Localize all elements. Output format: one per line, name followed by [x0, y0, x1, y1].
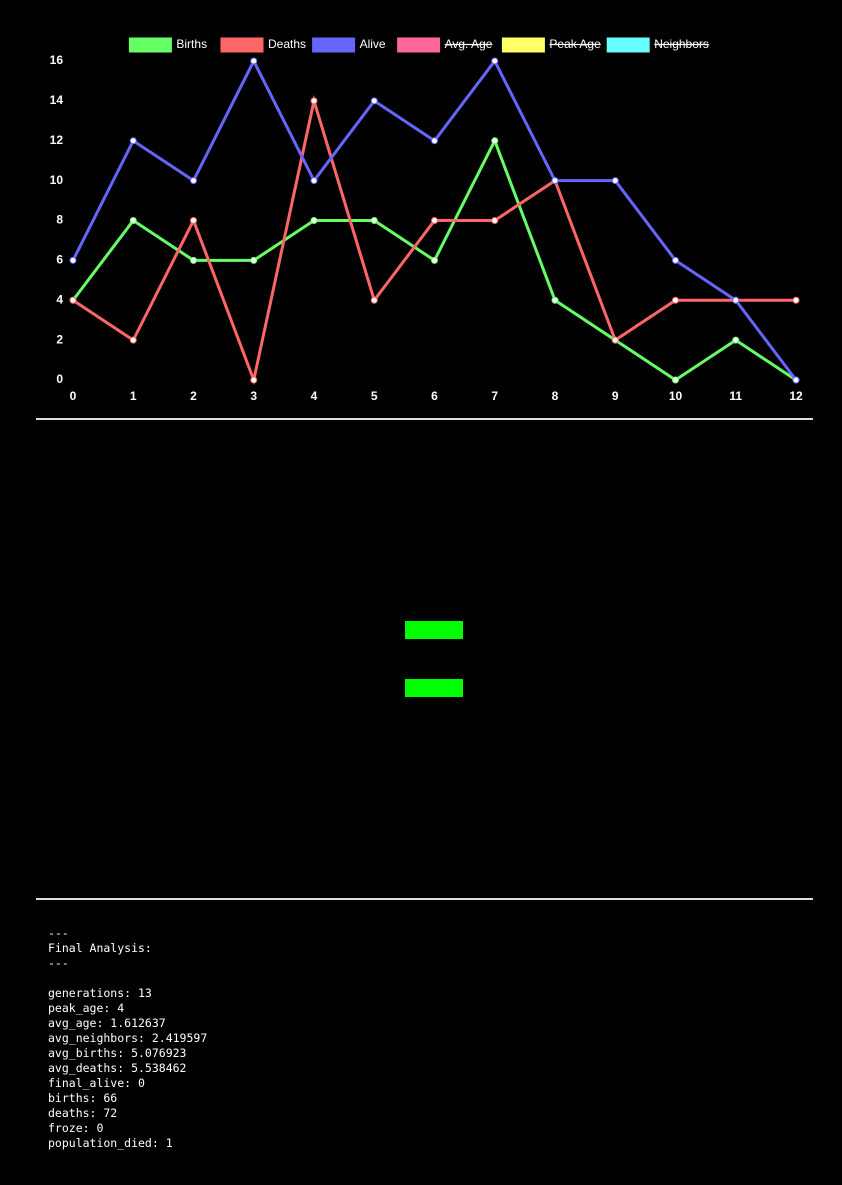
y-tick-label: 6 [56, 253, 63, 267]
legend-label: Deaths [268, 37, 306, 51]
data-point [250, 376, 258, 384]
analysis-line: generations: 13 [48, 986, 152, 1000]
data-point [792, 296, 800, 304]
y-tick-label: 2 [56, 332, 63, 346]
analysis-line: --- [48, 926, 69, 940]
data-point [431, 137, 438, 145]
x-tick-label: 8 [552, 389, 559, 403]
data-point [491, 57, 499, 65]
data-point [551, 177, 559, 185]
x-tick-label: 1 [130, 389, 137, 403]
data-point [250, 256, 258, 264]
data-point [672, 256, 679, 264]
legend-swatch [397, 37, 441, 53]
x-tick-label: 11 [729, 389, 742, 403]
analysis-line: deaths: 72 [48, 1106, 118, 1120]
x-tick-label: 2 [190, 389, 197, 403]
data-point [732, 336, 740, 344]
y-tick-label: 4 [56, 292, 63, 306]
data-point [792, 376, 800, 384]
y-tick-label: 14 [50, 93, 64, 107]
analysis-line: --- [48, 956, 69, 970]
y-tick-label: 8 [56, 213, 63, 227]
legend-label: Neighbors [654, 37, 709, 51]
legend-label: Births [176, 37, 207, 51]
data-point [551, 296, 559, 304]
data-point [190, 217, 197, 224]
data-point [310, 177, 318, 185]
data-point [491, 137, 499, 145]
live-cell [405, 621, 463, 639]
x-tick-label: 12 [789, 389, 803, 403]
y-tick-label: 0 [56, 372, 63, 386]
legend-label: Alive [360, 37, 386, 51]
data-point [190, 256, 197, 264]
x-tick-label: 5 [371, 389, 378, 403]
analysis-line: population_died: 1 [48, 1136, 173, 1150]
data-point [732, 296, 740, 304]
data-point [611, 177, 619, 185]
analysis-line: Final Analysis: [48, 941, 152, 955]
data-point [250, 57, 258, 65]
analysis-line: avg_neighbors: 2.419597 [48, 1031, 208, 1045]
x-tick-label: 4 [311, 389, 318, 403]
analysis-line: final_alive: 0 [48, 1076, 145, 1090]
analysis-line: avg_deaths: 5.538462 [48, 1061, 187, 1075]
legend-swatch [128, 37, 172, 53]
x-tick-label: 6 [431, 389, 438, 403]
legend-swatch [220, 37, 264, 53]
analysis-line: froze: 0 [48, 1121, 104, 1135]
analysis-line: avg_births: 5.076923 [48, 1046, 187, 1060]
data-point [431, 217, 438, 224]
data-point [310, 217, 318, 224]
separator [36, 898, 813, 900]
legend-swatch [312, 37, 356, 53]
x-tick-label: 10 [669, 389, 683, 403]
data-point [310, 97, 318, 105]
legend-swatch [606, 37, 650, 53]
live-cell [405, 679, 463, 697]
x-tick-label: 3 [250, 389, 257, 403]
x-tick-label: 7 [491, 389, 498, 403]
data-point [129, 217, 137, 224]
analysis-line: avg_age: 1.612637 [48, 1016, 166, 1030]
separator [36, 418, 813, 420]
data-point [370, 217, 378, 224]
data-point [370, 296, 378, 304]
data-point [370, 97, 378, 105]
x-tick-label: 0 [70, 389, 77, 403]
data-point [190, 177, 197, 185]
y-tick-label: 16 [50, 53, 64, 67]
data-point [672, 376, 679, 384]
data-point [129, 137, 137, 145]
data-point [611, 336, 619, 344]
data-point [69, 256, 77, 264]
y-tick-label: 10 [50, 173, 64, 187]
legend-label: Avg. Age [445, 37, 493, 51]
x-tick-label: 9 [612, 389, 619, 403]
data-point [129, 336, 137, 344]
legend-swatch [501, 37, 545, 53]
y-tick-label: 12 [50, 133, 64, 147]
data-point [491, 217, 499, 224]
analysis-line: peak_age: 4 [48, 1001, 125, 1015]
data-point [672, 296, 679, 304]
data-point [431, 256, 438, 264]
legend-label: Peak Age [549, 37, 601, 51]
analysis: --- Final Analysis: --- generations: 13 peak… [48, 926, 207, 1151]
analysis-line: births: 66 [48, 1091, 118, 1105]
data-point [69, 296, 77, 304]
